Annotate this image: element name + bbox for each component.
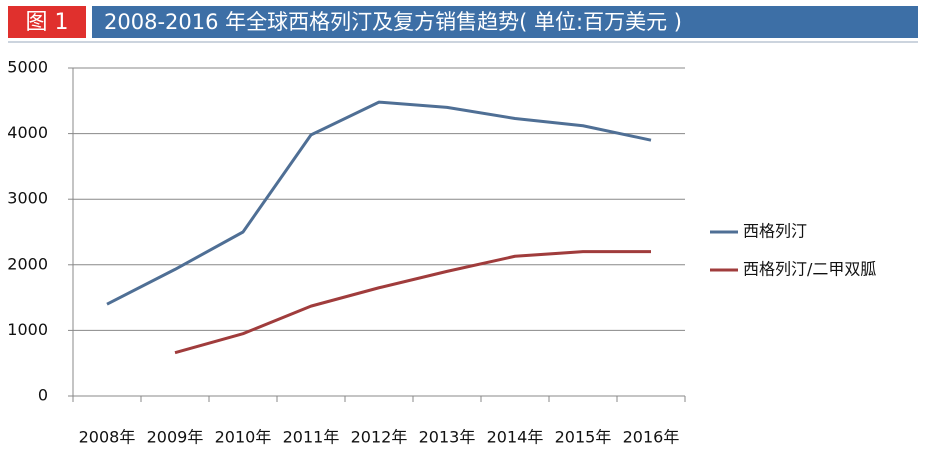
y-tick-label: 2000 <box>7 254 48 273</box>
legend-label: 西格列汀/二甲双胍 <box>743 260 876 279</box>
y-tick-label: 5000 <box>7 58 48 77</box>
x-tick-label: 2013年 <box>419 428 476 447</box>
x-tick-label: 2009年 <box>147 428 204 447</box>
x-tick-label: 2011年 <box>283 428 340 447</box>
x-tick-label: 2008年 <box>79 428 136 447</box>
x-tick-label: 2016年 <box>623 428 680 447</box>
legend-label: 西格列汀 <box>743 222 807 241</box>
y-tick-label: 0 <box>38 386 48 405</box>
chart-title: 2008-2016 年全球西格列汀及复方销售趋势( 单位:百万美元 ) <box>104 10 682 34</box>
figure-label-box <box>8 6 86 38</box>
series-line <box>174 250 651 355</box>
x-tick-label: 2014年 <box>487 428 544 447</box>
series-line <box>106 100 652 306</box>
x-tick-label: 2012年 <box>351 428 408 447</box>
y-tick-label: 1000 <box>7 320 48 339</box>
figure-label: 图 1 <box>26 10 69 35</box>
title-bar <box>92 6 918 38</box>
x-tick-label: 2010年 <box>215 428 272 447</box>
y-tick-label: 4000 <box>7 123 48 142</box>
x-tick-label: 2015年 <box>555 428 612 447</box>
y-tick-label: 3000 <box>7 189 48 208</box>
